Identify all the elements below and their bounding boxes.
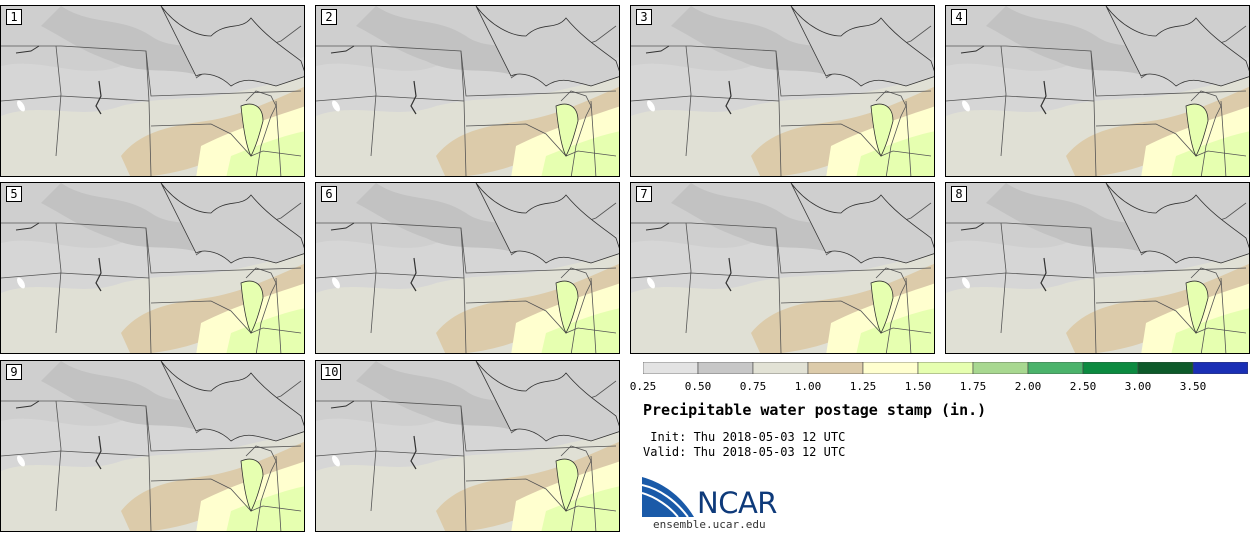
colorbar-tick-label: 2.50 <box>1069 380 1097 393</box>
map-panel: 2 <box>315 5 620 177</box>
colorbar-swatch <box>1082 362 1139 374</box>
ensemble-url: ensemble.ucar.edu <box>653 518 766 531</box>
colorbar-tick-label: 1.75 <box>959 380 987 393</box>
map-panel: 8 <box>945 182 1250 354</box>
panel-label: 5 <box>6 186 22 202</box>
map-panel: 5 <box>0 182 305 354</box>
valid-time: Valid: Thu 2018-05-03 12 UTC <box>643 445 846 459</box>
colorbar-swatch <box>862 362 919 374</box>
map-panel: 1 <box>0 5 305 177</box>
map-panel: 3 <box>630 5 935 177</box>
colorbar-tick-label: 3.00 <box>1124 380 1152 393</box>
colorbar-tick-label: 1.50 <box>904 380 932 393</box>
map-panel: 9 <box>0 360 305 532</box>
map-panel: 4 <box>945 5 1250 177</box>
colorbar-swatch <box>697 362 754 374</box>
colorbar-swatch <box>1192 362 1248 374</box>
panel-label: 2 <box>321 9 337 25</box>
ncar-logo-text: NCAR <box>697 486 777 520</box>
panel-label: 9 <box>6 364 22 380</box>
map-panel: 10 <box>315 360 620 532</box>
colorbar-swatch <box>643 362 699 374</box>
chart-title: Precipitable water postage stamp (in.) <box>643 401 987 419</box>
panel-label: 1 <box>6 9 22 25</box>
colorbar-tick-label: 0.50 <box>684 380 712 393</box>
colorbar-tick-label: 0.25 <box>629 380 657 393</box>
panel-label: 6 <box>321 186 337 202</box>
panel-label: 7 <box>636 186 652 202</box>
colorbar-swatch <box>752 362 809 374</box>
colorbar-swatch <box>1137 362 1194 374</box>
panel-label: 10 <box>321 364 342 380</box>
colorbar-tick-label: 3.50 <box>1179 380 1207 393</box>
panel-label: 4 <box>951 9 967 25</box>
map-panel: 6 <box>315 182 620 354</box>
ncar-logo-icon <box>642 477 694 517</box>
colorbar-tick-label: 1.25 <box>849 380 877 393</box>
colorbar-tick-label: 2.00 <box>1014 380 1042 393</box>
colorbar-tick-label: 0.75 <box>739 380 767 393</box>
map-panel: 7 <box>630 182 935 354</box>
panel-label: 8 <box>951 186 967 202</box>
colorbar-swatch <box>917 362 974 374</box>
panel-label: 3 <box>636 9 652 25</box>
colorbar-swatch <box>972 362 1029 374</box>
colorbar <box>643 362 1248 374</box>
colorbar-tick-label: 1.00 <box>794 380 822 393</box>
colorbar-swatch <box>807 362 864 374</box>
init-time: Init: Thu 2018-05-03 12 UTC <box>643 430 846 444</box>
colorbar-swatch <box>1027 362 1084 374</box>
